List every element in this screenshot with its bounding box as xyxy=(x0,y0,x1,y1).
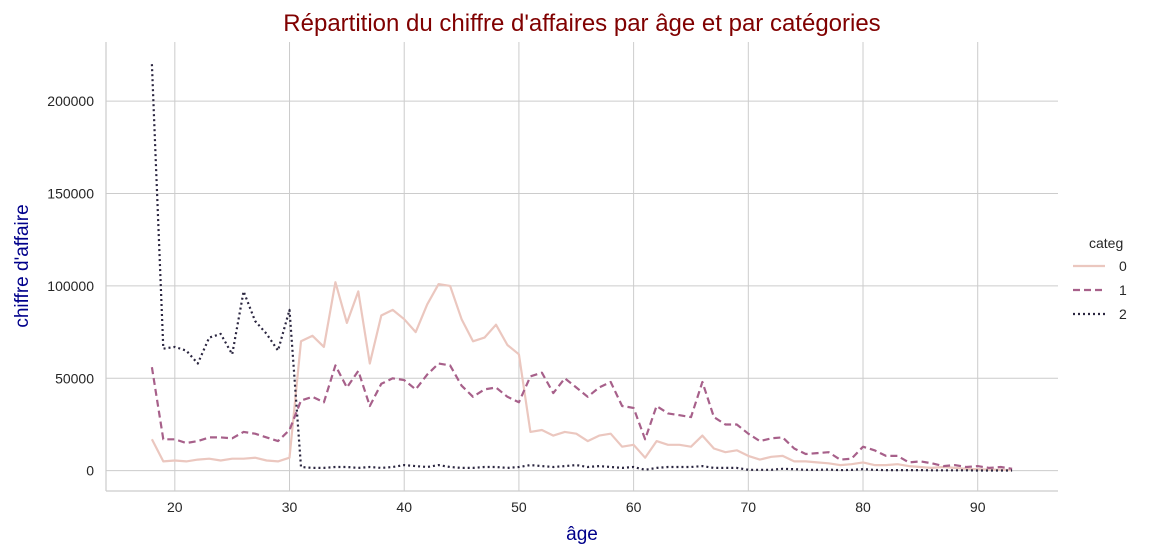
legend-label: 0 xyxy=(1119,258,1127,274)
x-tick-label: 70 xyxy=(741,499,757,515)
x-tick-label: 50 xyxy=(511,499,527,515)
y-tick-label: 200000 xyxy=(47,93,94,109)
chart-title: Répartition du chiffre d'affaires par âg… xyxy=(283,10,880,37)
y-tick-label: 150000 xyxy=(47,186,94,202)
x-tick-label: 20 xyxy=(167,499,183,515)
x-tick-label: 90 xyxy=(970,499,986,515)
series-line-0 xyxy=(150,281,1013,472)
y-axis-label: chiffre d'affaire xyxy=(12,204,33,327)
x-grid-lines xyxy=(174,42,979,491)
x-axis-label: âge xyxy=(566,524,598,545)
y-tick-labels: 0 50000 100000 150000 200000 xyxy=(47,93,94,479)
x-tick-label: 60 xyxy=(626,499,642,515)
x-tick-labels: 20 30 40 50 60 70 80 90 xyxy=(167,499,986,515)
series-line-2 xyxy=(150,64,1013,472)
y-tick-label: 100000 xyxy=(47,278,94,294)
y-tick-label: 50000 xyxy=(55,370,94,386)
legend-label: 1 xyxy=(1119,282,1127,298)
y-grid-lines xyxy=(106,100,1058,472)
series-lines xyxy=(150,64,1013,472)
legend-title: categ xyxy=(1089,235,1123,251)
x-tick-label: 80 xyxy=(855,499,871,515)
series-line-1 xyxy=(150,362,1013,470)
y-tick-label: 0 xyxy=(86,463,94,479)
legend-label: 2 xyxy=(1119,306,1127,322)
x-tick-label: 40 xyxy=(396,499,412,515)
legend: categ 0 1 2 xyxy=(1073,235,1127,322)
x-tick-label: 30 xyxy=(282,499,298,515)
